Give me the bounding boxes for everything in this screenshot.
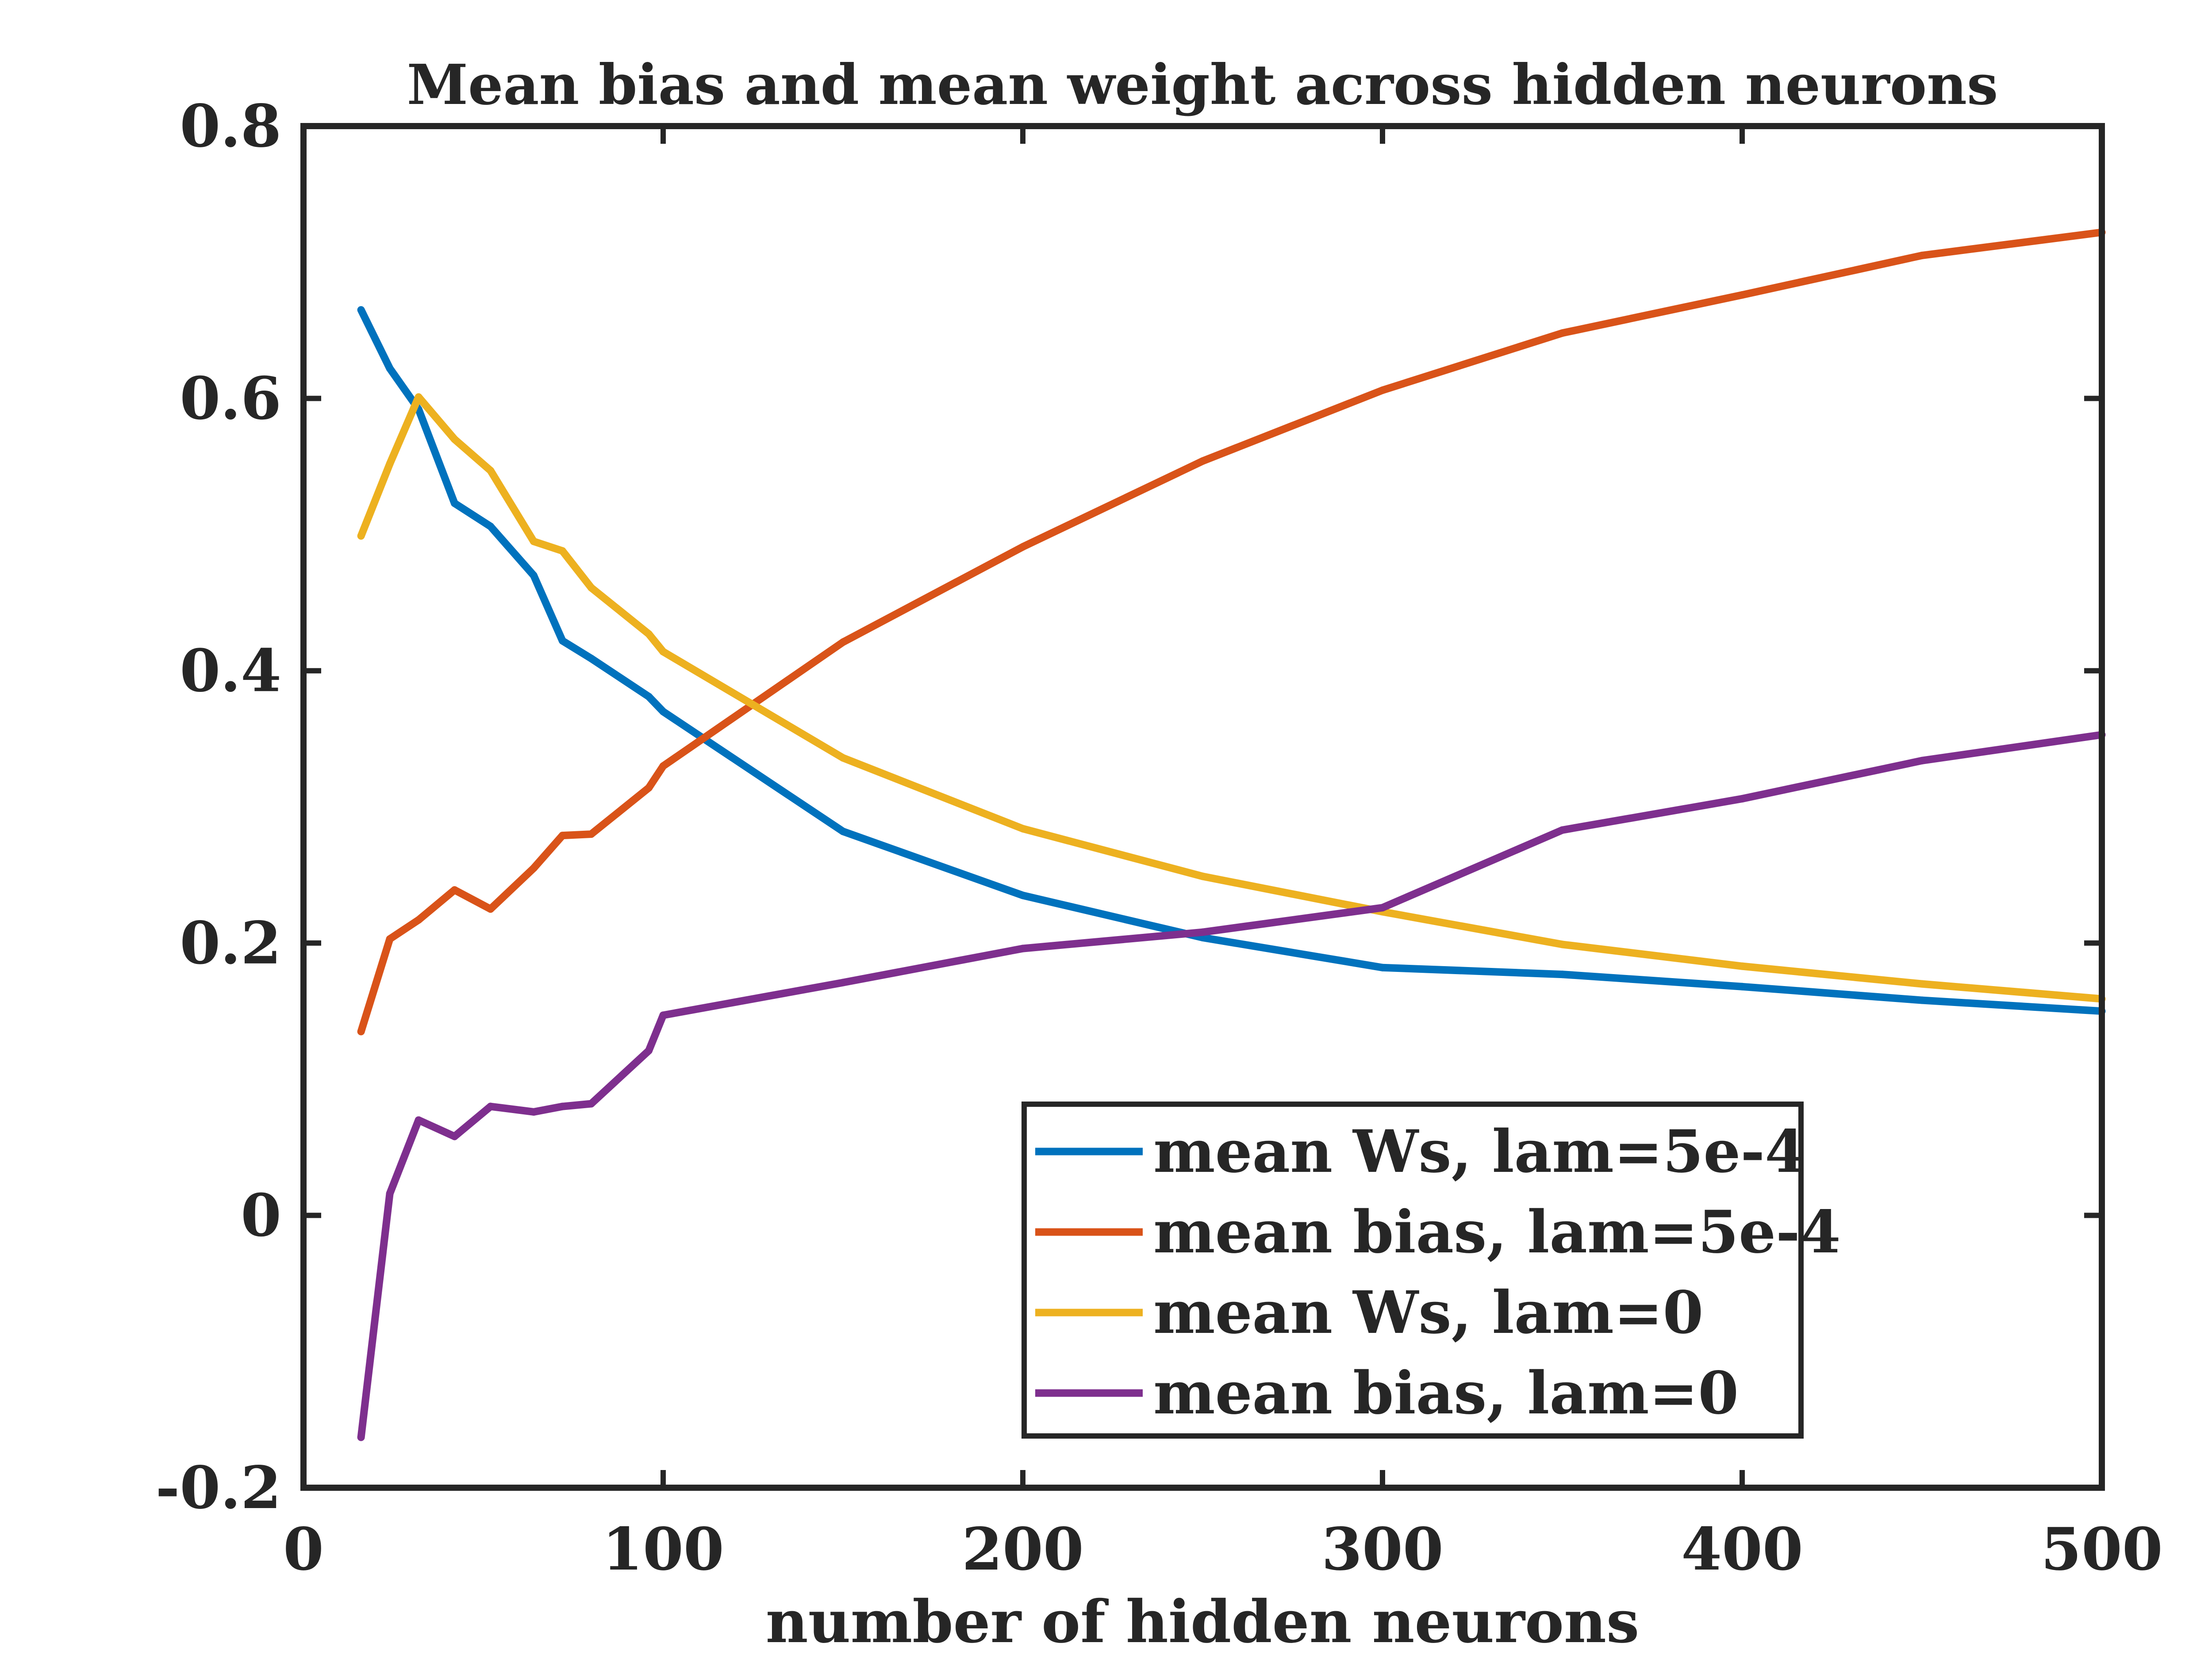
data-point [1738,291,1746,299]
legend-entry-label: mean bias, lam=0 [1153,1359,1739,1428]
x-tick-label: 300 [1321,1515,1444,1584]
data-point [450,435,458,443]
data-point [1379,386,1386,394]
legend-entry-label: mean bias, lam=5e-4 [1153,1198,1841,1267]
legend-box [1022,1102,1804,1439]
data-point [1019,891,1027,899]
data-point [645,693,653,701]
data-point [450,886,458,894]
y-tick-label: 0 [241,1181,281,1250]
data-point [487,905,495,913]
data-point [487,1102,495,1110]
ticks-layer: 0 100 200 300 400 500-0.200.20.40.60.8 [156,92,2163,1584]
x-tick-label: 100 [602,1515,724,1584]
data-point [558,832,566,840]
data-point [1019,543,1027,551]
data-point [530,572,538,580]
data-point [1918,251,1926,259]
data-point [530,864,538,872]
plot-frame [300,123,2105,1491]
data-point [558,1102,566,1110]
data-point [450,1132,458,1140]
legend: mean Ws, lam=5e-4 mean bias, lam=5e-4 mean… [1022,1102,1841,1439]
data-point [587,830,595,838]
data-point [645,1047,653,1055]
data-point [1019,825,1027,833]
data-point [415,1116,422,1124]
x-tick-label: 400 [1681,1515,1803,1584]
x-tick-label: 200 [962,1515,1084,1584]
data-point [1379,904,1386,912]
data-point [530,1108,538,1116]
chart-title: Mean bias and mean weight across hidden … [407,53,1998,117]
data-point [386,365,394,372]
data-point [1379,964,1386,971]
data-point [558,637,566,645]
series-line-2 [357,393,2102,1003]
data-point [487,522,495,530]
data-point [1738,962,1746,970]
y-tick-label: 0.4 [180,637,281,705]
y-tick-label: 0.8 [180,92,281,161]
data-point [1019,944,1027,952]
y-tick-label: 0.6 [180,365,281,433]
data-point [1199,928,1206,936]
data-point [587,1100,595,1108]
x-tick-label: 500 [2041,1515,2163,1584]
data-point [1199,872,1206,880]
data-point [645,630,653,638]
data-point [487,467,495,475]
data-point [587,654,595,662]
data-point [1918,980,1926,988]
data-point [1559,329,1566,337]
data-point [1918,756,1926,764]
x-axis-label: number of hidden neurons [766,1588,1640,1656]
data-point [659,1011,667,1019]
data-point [839,979,847,987]
legend-entry-label: mean Ws, lam=0 [1153,1278,1703,1347]
data-point [357,532,365,540]
data-point [659,762,667,770]
data-point [659,648,667,656]
series-line-0 [357,308,2102,1015]
data-point [1738,983,1746,990]
series-layer [357,228,2106,1441]
data-point [386,1190,394,1198]
data-point [415,916,422,924]
data-point [357,306,365,314]
data-point [1918,996,1926,1004]
y-tick-label: -0.2 [156,1454,281,1522]
data-point [357,1028,365,1036]
data-point [1559,971,1566,979]
series-line-1 [357,228,2103,1033]
legend-entry-label: mean Ws, lam=5e-4 [1153,1117,1805,1186]
data-point [839,754,847,762]
x-tick-label: 0 [283,1515,324,1584]
data-point [415,393,422,401]
y-tick-label: 0.2 [180,909,281,978]
data-point [558,547,566,555]
data-point [530,537,538,545]
data-point [1559,826,1566,834]
data-point [1738,795,1746,803]
data-point [659,708,667,716]
data-point [645,784,653,792]
data-point [386,460,394,468]
series-line-3 [357,731,2103,1438]
data-point [450,499,458,507]
data-point [839,638,847,646]
data-point [1199,457,1206,465]
data-point [1559,940,1566,948]
data-point [357,1433,365,1441]
data-point [839,827,847,835]
data-point [386,935,394,943]
data-point [587,583,595,591]
